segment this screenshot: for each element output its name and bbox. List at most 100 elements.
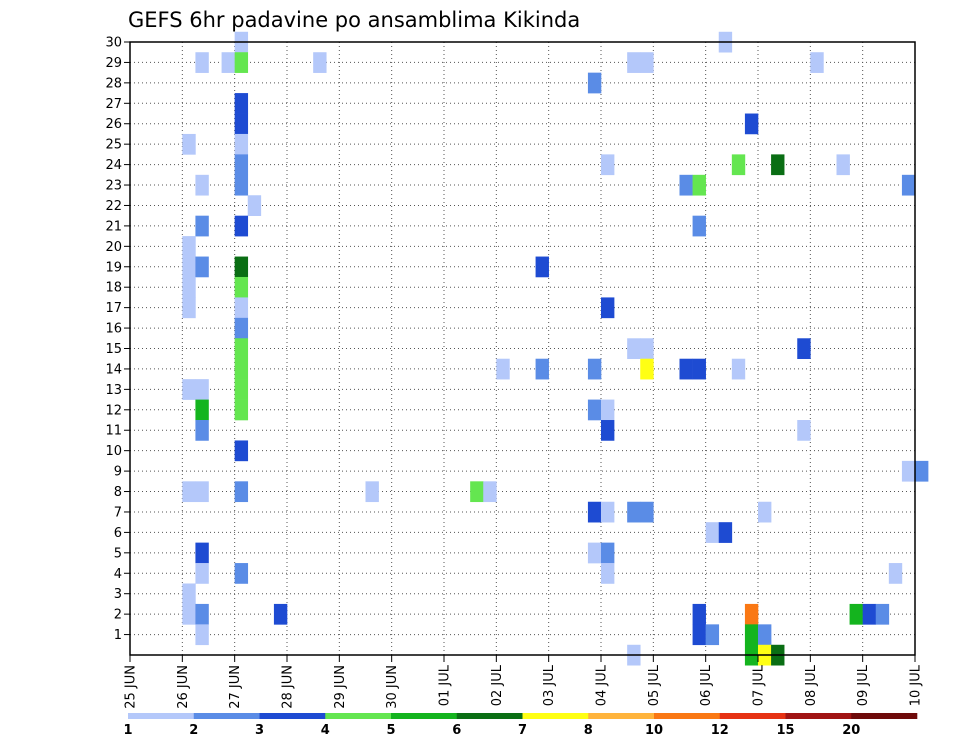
precip-cell [797, 420, 811, 441]
y-tick-label: 5 [114, 546, 122, 561]
precip-cell [234, 133, 249, 155]
y-tick-label: 15 [105, 342, 122, 357]
y-tick-label: 28 [105, 76, 122, 91]
precip-cell [731, 154, 746, 176]
precip-cell [234, 358, 249, 380]
precip-cell [182, 276, 196, 298]
precip-cell [273, 603, 288, 625]
precip-cell [718, 522, 733, 543]
y-tick-label: 2 [114, 608, 122, 623]
y-tick-label: 12 [105, 403, 122, 418]
precip-cell [195, 542, 209, 564]
precip-cell [313, 52, 327, 73]
precip-cell [679, 174, 693, 196]
precip-cell [470, 481, 484, 503]
precip-cell [234, 317, 249, 339]
precip-cell [705, 522, 720, 543]
colorbar-label: 2 [189, 723, 198, 738]
y-tick-label: 20 [105, 240, 122, 255]
colorbar-label: 8 [584, 723, 593, 738]
y-tick-label: 9 [114, 465, 122, 480]
colorbar-segment [128, 713, 195, 719]
x-tick-label: 29 JUN [333, 665, 348, 709]
x-tick-label: 02 JUL [490, 664, 505, 706]
precip-cell [601, 154, 615, 176]
precip-cell [483, 481, 497, 503]
precip-cell [915, 460, 929, 482]
precip-cell [640, 52, 654, 73]
y-tick-label: 21 [105, 219, 122, 234]
precip-cell [234, 52, 249, 73]
precip-cell [234, 563, 249, 584]
precip-cell [234, 440, 249, 462]
precip-cell [182, 603, 196, 625]
x-tick-label: 05 JUL [647, 664, 662, 706]
y-tick-label: 24 [105, 158, 122, 173]
precip-cell [627, 52, 641, 73]
precip-cell [535, 358, 549, 380]
precip-cell [496, 358, 510, 380]
precip-cell [640, 338, 654, 360]
y-tick-label: 29 [105, 56, 122, 71]
precip-cell [234, 154, 249, 176]
precip-cell [234, 215, 249, 237]
colorbar-segment [259, 713, 326, 719]
x-tick-label: 08 JUL [804, 664, 819, 706]
y-tick-label: 22 [105, 199, 122, 214]
precip-cell [221, 52, 235, 73]
precip-cell [601, 542, 615, 564]
precip-cell [195, 624, 209, 646]
precip-cell [901, 460, 916, 482]
precip-cell [888, 563, 903, 584]
precip-cell [587, 399, 602, 421]
precip-cell [234, 399, 249, 421]
colorbar-segment [785, 713, 852, 719]
precip-cell [601, 297, 615, 319]
precip-cell [182, 481, 196, 503]
x-tick-label: 26 JUN [176, 665, 191, 709]
precip-cell [587, 358, 602, 380]
colorbar-label: 4 [321, 723, 330, 738]
colorbar-segment [588, 713, 655, 719]
colorbar-label: 15 [776, 723, 794, 738]
x-tick-label: 03 JUL [542, 664, 557, 706]
colorbar-segment [456, 713, 523, 719]
precip-cell [901, 174, 916, 196]
precip-cell [182, 379, 196, 400]
y-tick-label: 26 [105, 117, 122, 132]
chart-title: GEFS 6hr padavine po ansamblima Kikinda [128, 8, 580, 32]
y-tick-label: 19 [105, 260, 122, 275]
precip-cell [875, 603, 890, 625]
y-tick-label: 14 [105, 362, 122, 377]
precip-cell [182, 133, 196, 155]
precip-cell [195, 174, 209, 196]
precip-cell [849, 603, 863, 625]
precip-cell [234, 93, 249, 114]
x-tick-label: 09 JUL [856, 664, 871, 706]
precip-cell [758, 501, 772, 523]
precip-cell [692, 624, 706, 646]
precip-cell [195, 603, 209, 625]
y-tick-label: 17 [105, 301, 122, 316]
precip-cell [195, 379, 209, 400]
x-tick-label: 28 JUN [281, 665, 296, 709]
x-tick-label: 06 JUL [699, 664, 714, 706]
y-tick-label: 16 [105, 322, 122, 337]
x-tick-label: 01 JUL [438, 664, 453, 706]
y-tick-label: 18 [105, 281, 122, 296]
precip-cell [601, 563, 615, 584]
precip-cell [862, 603, 877, 625]
colorbar-segment [654, 713, 721, 719]
x-tick-label: 10 JUL [909, 664, 924, 706]
precip-cell [195, 52, 209, 73]
y-tick-label: 4 [114, 567, 122, 582]
precip-cell [705, 624, 720, 646]
colorbar-legend: 1 2 3 4 5 6 7 8 10 12 15 20 [123, 713, 918, 738]
precip-cell [234, 174, 249, 196]
precip-cell [195, 563, 209, 584]
precip-cell [640, 501, 654, 523]
colorbar-label: 10 [645, 723, 663, 738]
precipitation-cells [182, 31, 929, 666]
y-tick-label: 27 [105, 97, 122, 112]
